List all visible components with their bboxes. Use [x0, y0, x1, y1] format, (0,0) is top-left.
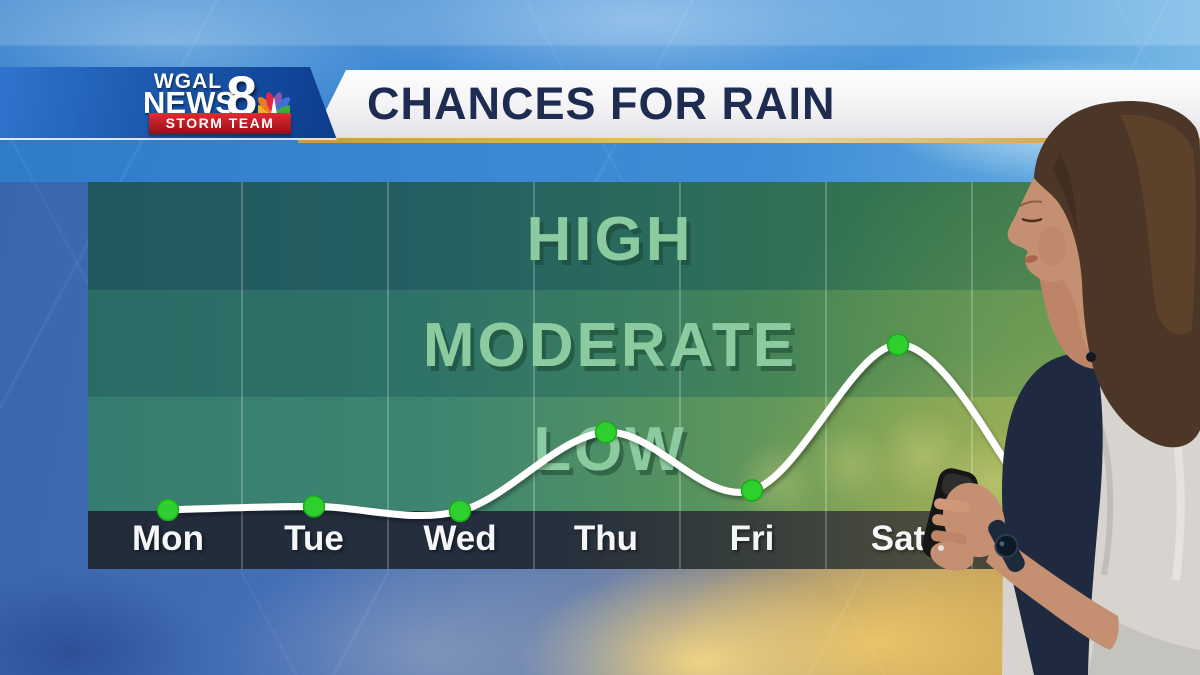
day-label-tue: Tue [284, 519, 344, 558]
gridline [387, 182, 389, 569]
station-logo-banner: WGAL NEWS 8 STORM TEAM [0, 67, 337, 140]
band-high [88, 182, 1070, 290]
rain-chance-chart: Mon Tue Wed Thu Fri Sat [88, 182, 1070, 569]
nbc-peacock-icon [258, 92, 290, 115]
gridline [533, 182, 535, 569]
station-call-letters: WGAL [153, 70, 223, 93]
day-axis-bar: Mon Tue Wed Thu Fri Sat [88, 511, 1070, 569]
band-moderate [88, 290, 1070, 397]
day-label-wed: Wed [423, 519, 497, 558]
gridline [825, 182, 827, 569]
headline-title: CHANCES FOR RAIN [367, 78, 836, 129]
headline-banner: CHANCES FOR RAIN [312, 70, 1200, 138]
gridline [679, 182, 681, 569]
day-label-fri: Fri [729, 519, 775, 558]
gridline [241, 182, 243, 569]
day-label-mon: Mon [132, 519, 204, 558]
storm-team-badge: STORM TEAM [149, 113, 291, 134]
band-low [88, 397, 1070, 511]
day-label-sat: Sat [870, 519, 926, 558]
gridline [971, 182, 973, 569]
headline-gold-underline [298, 138, 1200, 143]
day-label-thu: Thu [573, 519, 639, 558]
